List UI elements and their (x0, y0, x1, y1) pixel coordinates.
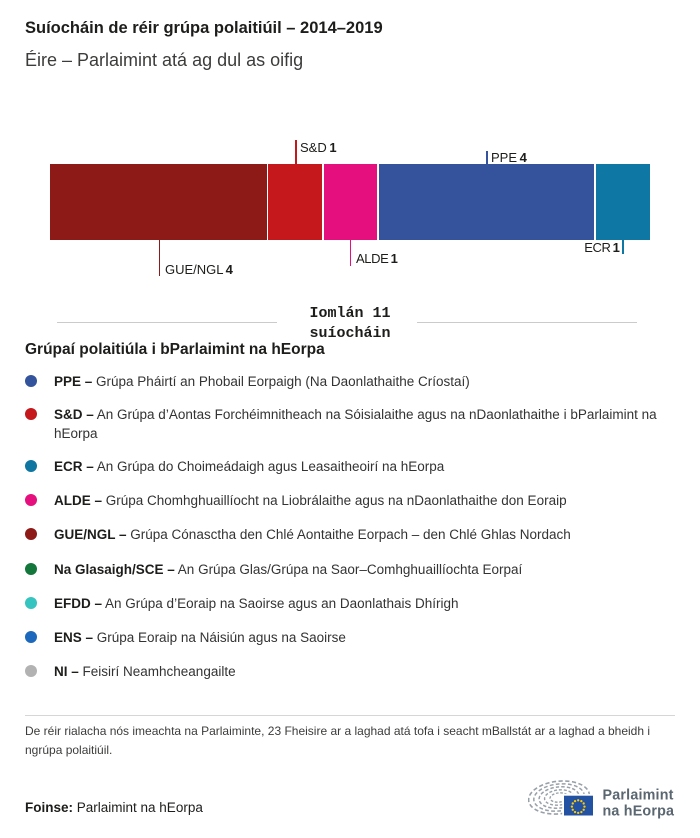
svg-text:Parlaimint: Parlaimint (603, 787, 674, 803)
svg-text:na hEorpa: na hEorpa (603, 803, 676, 819)
